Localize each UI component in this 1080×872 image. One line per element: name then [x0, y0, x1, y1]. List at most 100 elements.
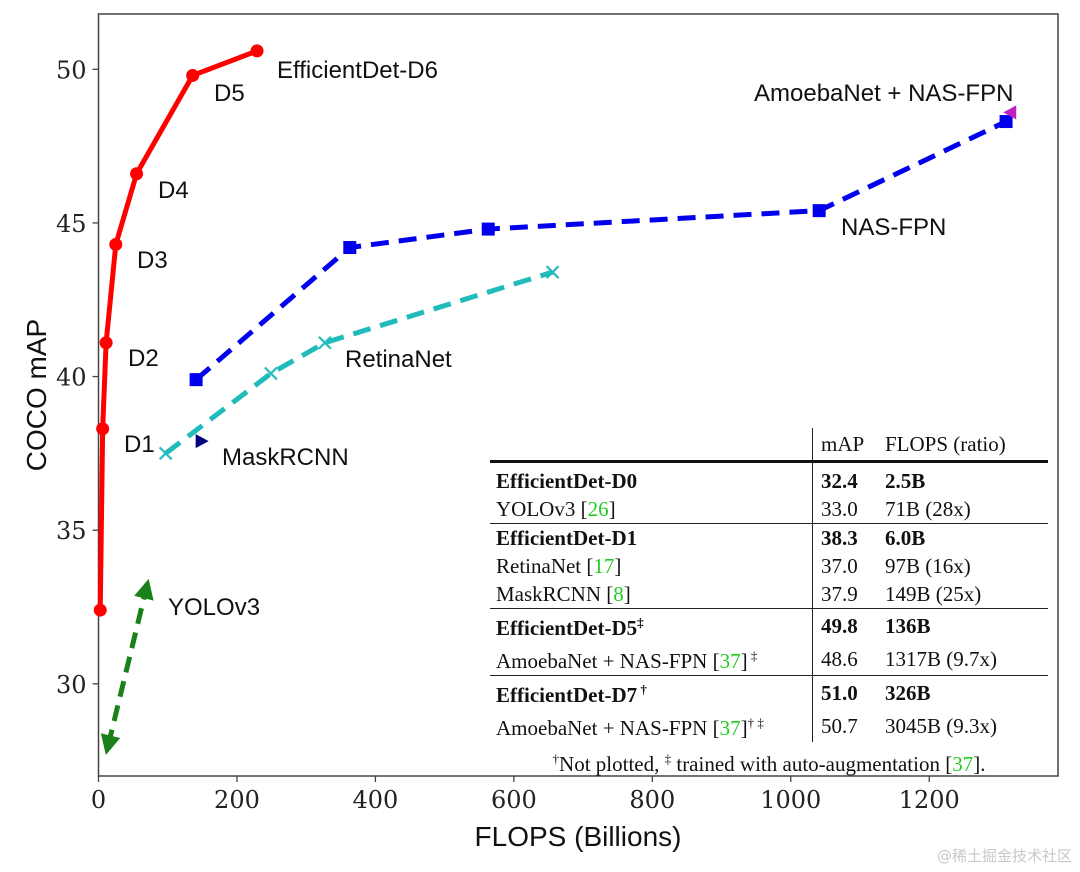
label-d3: D3 — [137, 247, 168, 274]
cell-flops: 3045B (9.3x) — [885, 713, 997, 738]
cell-model: YOLOv3 [26] — [496, 497, 616, 521]
y-tick-label: 45 — [56, 210, 87, 238]
table-row: EfficientDet-D1 38.3 6.0B — [490, 523, 1048, 552]
model-name: YOLOv3 — [496, 497, 576, 521]
x-axis-title: FLOPS (Billions) — [475, 821, 682, 852]
header-map: mAP — [812, 428, 875, 462]
series-layer — [93, 44, 1017, 755]
label-efficientdet-d6: EfficientDet-D6 — [277, 57, 438, 84]
model-name: AmoebaNet + NAS-FPN — [496, 716, 708, 740]
cell-model: EfficientDet-D5‡ — [490, 608, 813, 642]
data-point-nas-fpn — [999, 115, 1013, 129]
footnote-mark: † — [637, 682, 647, 697]
data-point-maskrcnn — [195, 434, 209, 449]
data-point-efficientdet — [186, 68, 200, 82]
cell-flops: 71B (28x) — [885, 497, 971, 521]
series-line-nas-fpn — [194, 119, 1008, 382]
plot-frame — [97, 13, 1059, 777]
data-point-efficientdet — [96, 422, 110, 436]
table-row: EfficientDet-D7 † 51.0 326B — [490, 675, 1048, 709]
model-name: EfficientDet-D0 — [496, 469, 638, 493]
y-tick-label: 30 — [56, 671, 87, 699]
header-name — [490, 428, 813, 462]
model-name: EfficientDet-D7 — [496, 683, 638, 707]
table-row: AmoebaNet + NAS-FPN [37]† ‡ 50.7 3045B (9.… — [490, 709, 1048, 742]
table-row: RetinaNet [17] 37.0 97B (16x) — [490, 552, 1048, 580]
footnote-ref[interactable]: 37 — [952, 752, 974, 776]
header-flops: FLOPS (ratio) — [885, 432, 1006, 456]
label-d4: D4 — [158, 177, 189, 204]
table-row: MaskRCNN [8] 37.9 149B (25x) — [490, 580, 1048, 609]
table-header-row: mAP FLOPS (ratio) — [490, 428, 1048, 462]
series-line-efficientdet — [97, 48, 258, 611]
cell-map: 33.0 — [812, 495, 875, 524]
data-point-nas-fpn — [812, 204, 826, 218]
model-name: EfficientDet-D1 — [496, 526, 638, 550]
citation-link[interactable]: 37 — [719, 649, 741, 673]
model-name: RetinaNet — [496, 554, 582, 578]
y-tick-label: 40 — [56, 364, 87, 392]
table-footnote: †Not plotted, ‡ trained with auto-augmen… — [490, 742, 1048, 781]
label-d2: D2 — [128, 345, 159, 372]
watermark: @稀土掘金技术社区 — [936, 847, 1072, 865]
cell-model: MaskRCNN [8] — [496, 582, 631, 606]
cell-map: 32.4 — [812, 461, 875, 495]
y-tick-label: 35 — [56, 517, 87, 545]
cell-model: RetinaNet [17] — [496, 554, 622, 578]
x-tick-label: 200 — [214, 786, 260, 814]
data-point-nas-fpn — [189, 373, 203, 387]
cell-flops: 136B — [875, 608, 1048, 642]
footnote-text-1: Not plotted, — [559, 752, 665, 776]
cell-model: AmoebaNet + NAS-FPN [37]† ‡ — [496, 715, 764, 740]
cell-map: 48.6 — [812, 642, 875, 676]
cell-flops: 6.0B — [875, 523, 1048, 552]
cell-model: EfficientDet-D1 — [490, 523, 813, 552]
footnote-text-3: ]. — [973, 752, 986, 776]
x-tick-label: 400 — [353, 786, 399, 814]
cell-map: 49.8 — [812, 608, 875, 642]
x-tick-label: 1000 — [760, 786, 821, 814]
table-row: EfficientDet-D0 32.4 2.5B — [490, 461, 1048, 496]
citation-link[interactable]: 17 — [593, 554, 615, 578]
data-point-efficientdet — [250, 44, 264, 58]
cell-flops: 97B (16x) — [885, 554, 971, 578]
cell-flops: 1317B (9.7x) — [885, 646, 997, 671]
y-tick-label: 50 — [56, 56, 87, 84]
citation-link[interactable]: 26 — [587, 497, 609, 521]
label-d1: D1 — [124, 431, 155, 458]
data-point-efficientdet — [130, 167, 144, 181]
y-axis-title: COCO mAP — [21, 319, 52, 471]
data-point-nas-fpn — [481, 222, 495, 236]
data-point-nas-fpn — [343, 241, 357, 255]
footnote-dagger: † — [552, 751, 560, 766]
x-tick-label: 1200 — [899, 786, 960, 814]
data-point-retinanet — [158, 446, 173, 461]
table-row: AmoebaNet + NAS-FPN [37] ‡ 48.6 1317B (9.7… — [490, 642, 1048, 676]
cell-flops: 149B (25x) — [885, 582, 982, 606]
cell-model: EfficientDet-D0 — [490, 462, 813, 496]
cell-model: AmoebaNet + NAS-FPN [37] ‡ — [496, 648, 758, 673]
data-point-efficientdet — [93, 603, 107, 617]
model-name: AmoebaNet + NAS-FPN — [496, 649, 708, 673]
citation-link[interactable]: 8 — [613, 582, 624, 606]
cell-map: 50.7 — [812, 709, 875, 742]
cell-flops: 326B — [875, 675, 1048, 709]
footnote-ddagger: ‡ — [664, 751, 672, 766]
data-point-retinanet — [264, 366, 278, 381]
model-name: MaskRCNN — [496, 582, 602, 606]
cell-flops: 2.5B — [885, 469, 926, 493]
label-d5: D5 — [214, 80, 245, 107]
table-row: YOLOv3 [26] 33.0 71B (28x) — [490, 495, 1048, 524]
footnote-mark: ‡ — [747, 648, 758, 663]
label-retinanet: RetinaNet — [345, 346, 452, 373]
axes: 0 200 400 600 800 1000 1200 30 35 40 45 50 — [56, 56, 960, 814]
data-point-efficientdet — [109, 237, 123, 251]
series-line-retinanet — [164, 269, 554, 456]
citation-link[interactable]: 37 — [719, 716, 741, 740]
model-name: EfficientDet-D5 — [496, 616, 638, 640]
cell-map: 51.0 — [812, 675, 875, 709]
x-tick-label: 800 — [629, 786, 675, 814]
footnote-mark: † ‡ — [747, 715, 764, 730]
data-point-retinanet — [545, 265, 560, 279]
